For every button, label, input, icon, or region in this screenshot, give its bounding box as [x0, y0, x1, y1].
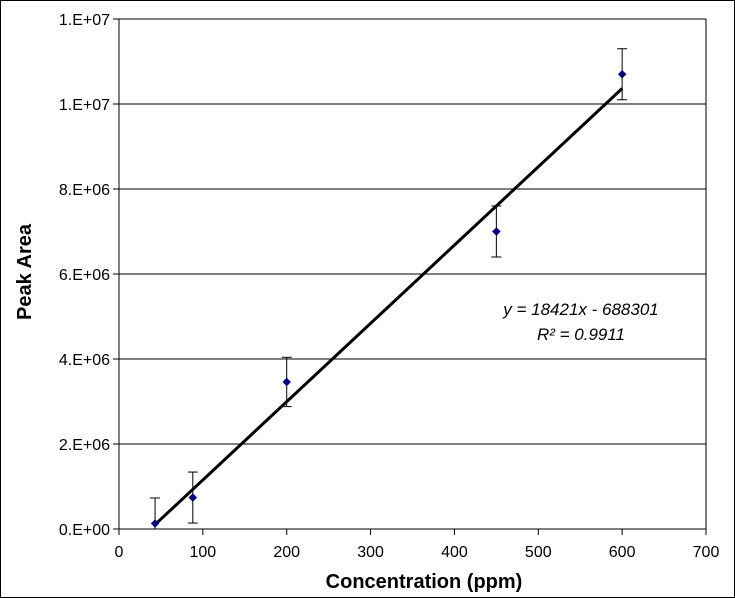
x-tick-label-2: 200 [273, 544, 300, 561]
y-axis-ticks: 0.E+00 2.E+06 4.E+06 6.E+06 8.E+06 1.E+07 1.E+… [59, 12, 119, 539]
data-points [150, 69, 627, 528]
x-axis-ticks: 0 100 200 300 400 500 600 700 [115, 529, 720, 561]
y-tick-label-6: 1.E+07 [59, 12, 110, 29]
r-squared-label: R² = 0.9911 [537, 325, 625, 344]
x-tick-label-1: 100 [190, 544, 217, 561]
x-tick-label-0: 0 [115, 544, 124, 561]
x-tick-label-3: 300 [357, 544, 384, 561]
y-tick-label-5: 1.E+07 [59, 97, 110, 114]
data-point-1 [188, 493, 198, 502]
y-tick-label-3: 6.E+06 [59, 267, 110, 284]
data-point-4 [617, 69, 627, 79]
trendline-group [154, 87, 624, 526]
x-tick-label-5: 500 [525, 544, 552, 561]
data-point-2 [282, 377, 292, 387]
trendline-equation: y = 18421x - 688301 [502, 300, 658, 319]
trendline [154, 87, 624, 526]
x-axis-title: Concentration (ppm) [326, 571, 523, 593]
y-tick-label-1: 2.E+06 [59, 437, 110, 454]
data-point-3 [492, 227, 501, 236]
x-tick-label-7: 700 [693, 544, 720, 561]
grid-lines [119, 18, 706, 445]
x-tick-label-6: 600 [609, 544, 636, 561]
y-tick-label-4: 8.E+06 [59, 182, 110, 199]
data-point-0 [150, 519, 160, 528]
y-tick-label-0: 0.E+00 [59, 522, 110, 539]
y-axis-title: Peak Area [14, 223, 36, 320]
error-bars [150, 48, 628, 530]
x-tick-label-4: 400 [441, 544, 468, 561]
y-tick-label-2: 4.E+06 [59, 352, 110, 369]
